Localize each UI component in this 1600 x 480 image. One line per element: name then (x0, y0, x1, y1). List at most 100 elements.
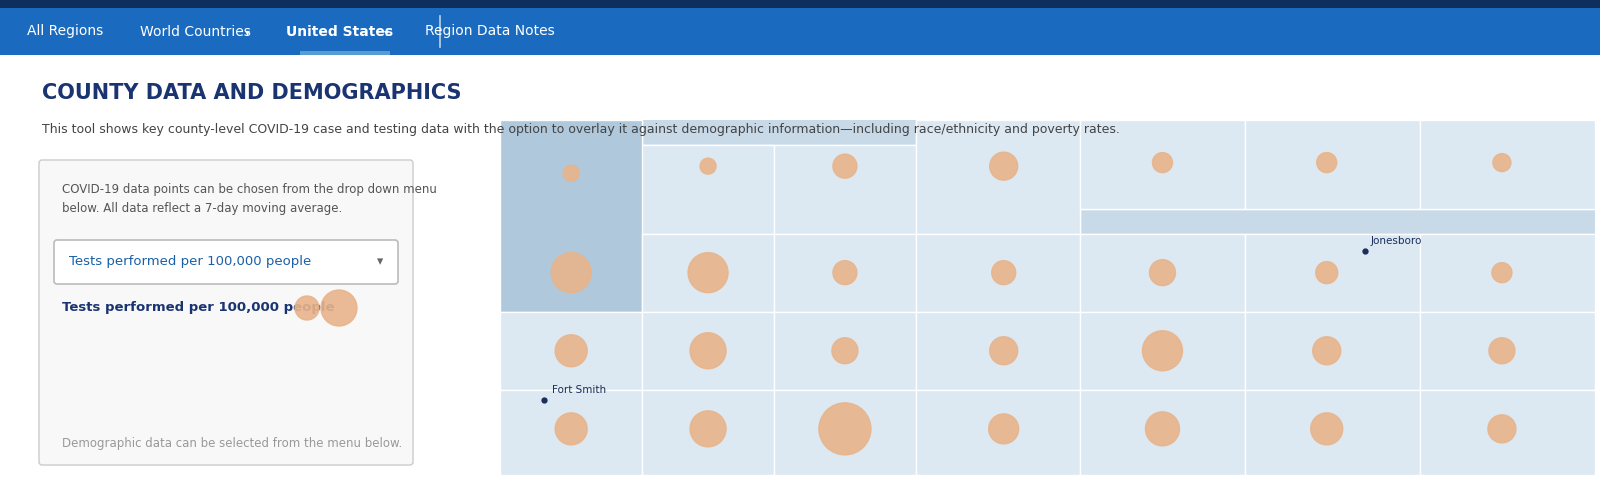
Circle shape (1152, 153, 1173, 173)
Bar (0, 0, 1600, 8)
Circle shape (1491, 263, 1512, 283)
Bar (1419, 390, 1595, 475)
Bar (1245, 234, 1419, 312)
Circle shape (1142, 331, 1182, 371)
Bar (917, 312, 1080, 390)
Bar (642, 234, 774, 312)
Circle shape (555, 413, 587, 445)
Bar (642, 312, 774, 390)
Circle shape (992, 261, 1016, 285)
Bar (0, 8, 1600, 55)
Circle shape (1310, 413, 1342, 445)
Bar (1419, 312, 1595, 390)
Bar (499, 120, 642, 234)
Bar (774, 312, 917, 390)
Bar (1245, 312, 1419, 390)
Bar (1245, 312, 1419, 390)
Bar (774, 145, 917, 234)
Bar (774, 234, 917, 312)
Bar (1080, 312, 1245, 390)
Polygon shape (499, 120, 774, 312)
Circle shape (322, 290, 357, 326)
Bar (1419, 390, 1595, 475)
Text: ▾: ▾ (376, 255, 382, 268)
Circle shape (1312, 337, 1341, 365)
Bar (499, 390, 642, 475)
Bar (642, 390, 774, 475)
Bar (642, 145, 774, 234)
Circle shape (1493, 154, 1510, 172)
Bar (1245, 120, 1419, 209)
Circle shape (294, 296, 318, 320)
Bar (1245, 390, 1419, 475)
Bar (917, 390, 1080, 475)
Circle shape (1317, 153, 1336, 173)
Circle shape (989, 414, 1019, 444)
Bar (1080, 390, 1245, 475)
Bar (499, 120, 1595, 475)
Text: This tool shows key county-level COVID-19 case and testing data with the option : This tool shows key county-level COVID-1… (42, 123, 1120, 136)
Bar (774, 312, 917, 390)
Circle shape (690, 411, 726, 447)
Text: ▾: ▾ (245, 27, 250, 37)
Bar (499, 312, 642, 390)
Bar (1080, 234, 1245, 312)
Bar (499, 390, 642, 475)
Bar (774, 390, 917, 475)
Bar (917, 234, 1080, 312)
Bar (1419, 312, 1595, 390)
Bar (917, 234, 1080, 312)
Circle shape (1315, 262, 1338, 284)
Circle shape (834, 154, 858, 178)
Bar (499, 234, 642, 312)
Text: COVID-19 data points can be chosen from the drop down menu
below. All data refle: COVID-19 data points can be chosen from … (62, 183, 437, 215)
Bar (642, 145, 774, 234)
Bar (642, 234, 774, 312)
Circle shape (1146, 412, 1179, 446)
Circle shape (1490, 338, 1515, 364)
Text: World Countries: World Countries (139, 24, 251, 38)
Text: All Regions: All Regions (27, 24, 102, 38)
Bar (774, 234, 917, 312)
Bar (301, 51, 390, 55)
Bar (774, 390, 917, 475)
Text: Demographic data can be selected from the menu below.: Demographic data can be selected from th… (62, 437, 402, 451)
Circle shape (555, 335, 587, 367)
Bar (1419, 120, 1595, 209)
Text: ▾: ▾ (384, 27, 389, 37)
Text: Region Data Notes: Region Data Notes (426, 24, 555, 38)
Bar (917, 390, 1080, 475)
Bar (917, 312, 1080, 390)
Bar (1245, 120, 1419, 209)
FancyBboxPatch shape (54, 240, 398, 284)
Circle shape (990, 337, 1018, 365)
Bar (917, 120, 1080, 234)
Bar (642, 390, 774, 475)
Circle shape (1149, 260, 1176, 286)
Bar (642, 312, 774, 390)
Bar (1080, 120, 1245, 209)
Circle shape (819, 403, 870, 455)
Bar (1080, 234, 1245, 312)
Bar (1419, 234, 1595, 312)
Circle shape (990, 152, 1018, 180)
FancyBboxPatch shape (38, 160, 413, 465)
Bar (1245, 390, 1419, 475)
Circle shape (701, 158, 717, 174)
Circle shape (834, 261, 858, 285)
Circle shape (832, 338, 858, 364)
Circle shape (690, 333, 726, 369)
Bar (774, 145, 917, 234)
Bar (1080, 390, 1245, 475)
Text: United States: United States (286, 24, 394, 38)
Text: Jonesboro: Jonesboro (1371, 236, 1422, 246)
Text: COUNTY DATA AND DEMOGRAPHICS: COUNTY DATA AND DEMOGRAPHICS (42, 83, 461, 103)
Bar (1245, 234, 1419, 312)
Bar (499, 312, 642, 390)
Circle shape (1488, 415, 1515, 443)
Text: Fort Smith: Fort Smith (552, 385, 606, 396)
Circle shape (688, 252, 728, 293)
Bar (917, 120, 1080, 234)
Circle shape (563, 165, 579, 181)
Bar (1080, 312, 1245, 390)
